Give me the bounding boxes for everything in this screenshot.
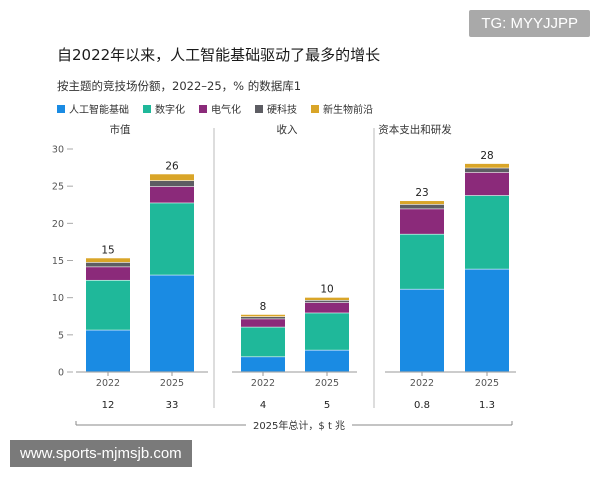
legend-item: 硬科技 bbox=[255, 101, 297, 116]
bar-segment bbox=[86, 262, 130, 267]
footer-value: 0.8 bbox=[414, 400, 430, 411]
bar-segment bbox=[86, 267, 130, 280]
bar-segment bbox=[400, 209, 444, 234]
y-tick-label: 10 bbox=[52, 293, 64, 304]
legend-item: 人工智能基础 bbox=[57, 101, 129, 116]
bar-segment bbox=[86, 258, 130, 263]
bar-segment bbox=[465, 163, 509, 168]
bar-segment bbox=[241, 357, 285, 372]
y-tick-label: 20 bbox=[52, 219, 64, 230]
footer-value: 33 bbox=[166, 400, 179, 411]
legend-label: 人工智能基础 bbox=[69, 105, 129, 116]
footer-label: 2025年总计，$ t 兆 bbox=[253, 419, 345, 432]
bar-segment bbox=[465, 195, 509, 269]
legend-label: 硬科技 bbox=[267, 105, 297, 116]
bar-total-label: 23 bbox=[415, 187, 428, 199]
bar-segment bbox=[305, 297, 349, 301]
bar-total-label: 15 bbox=[101, 244, 114, 256]
x-tick-label: 2022 bbox=[410, 378, 434, 389]
legend-swatch bbox=[311, 104, 319, 113]
bar-total-label: 8 bbox=[260, 301, 267, 313]
bar-segment bbox=[150, 186, 194, 203]
bar-segment bbox=[150, 180, 194, 187]
legend-swatch bbox=[255, 104, 263, 113]
bar-segment bbox=[305, 302, 349, 313]
bar-segment bbox=[150, 174, 194, 181]
panel-title: 收入 bbox=[277, 123, 298, 136]
x-tick-label: 2025 bbox=[160, 378, 184, 389]
bar-total-label: 28 bbox=[480, 150, 493, 162]
chart-subtitle: 按主题的竞技场份额，2022–25，% 的数据库1 bbox=[57, 79, 302, 93]
legend-item: 新生物前沿 bbox=[311, 101, 373, 116]
y-tick-label: 30 bbox=[52, 145, 64, 156]
bar-segment bbox=[465, 269, 509, 372]
legend-label: 新生物前沿 bbox=[323, 105, 373, 116]
bar-segment bbox=[241, 327, 285, 357]
legend-swatch bbox=[57, 104, 65, 113]
bar-segment bbox=[241, 319, 285, 327]
bar-segment bbox=[400, 289, 444, 372]
chart-legend: 人工智能基础 数字化 电气化 硬科技 新生物前沿 bbox=[57, 101, 387, 116]
bar-segment bbox=[86, 280, 130, 330]
footer-value: 1.3 bbox=[479, 400, 495, 411]
bar-segment bbox=[305, 300, 349, 303]
x-tick-label: 2025 bbox=[315, 378, 339, 389]
legend-swatch bbox=[143, 104, 151, 113]
bar-segment bbox=[400, 204, 444, 209]
footer-value: 5 bbox=[324, 400, 330, 411]
bar-total-label: 10 bbox=[320, 284, 333, 296]
bar-segment bbox=[465, 168, 509, 173]
legend-label: 数字化 bbox=[155, 105, 185, 116]
bar-total-label: 26 bbox=[165, 160, 179, 172]
legend-item: 数字化 bbox=[143, 101, 185, 116]
chart-title: 自2022年以来，人工智能基础驱动了最多的增长 bbox=[57, 46, 381, 64]
bar-segment bbox=[150, 203, 194, 275]
x-tick-label: 2022 bbox=[251, 378, 275, 389]
bar-segment bbox=[241, 316, 285, 319]
y-tick-label: 5 bbox=[58, 330, 64, 341]
bar-segment bbox=[241, 314, 285, 317]
corner-badge: TG: MYYJJPP bbox=[469, 10, 590, 37]
legend-item: 电气化 bbox=[199, 101, 241, 116]
bar-segment bbox=[305, 313, 349, 350]
footer-value: 12 bbox=[102, 400, 115, 411]
y-tick-label: 15 bbox=[52, 256, 64, 267]
panel-title: 资本支出和研发 bbox=[378, 123, 452, 136]
url-watermark: www.sports-mjmsjb.com bbox=[10, 440, 192, 467]
panel-title: 市值 bbox=[110, 123, 131, 136]
bar-segment bbox=[86, 330, 130, 372]
legend-swatch bbox=[199, 104, 207, 113]
bar-segment bbox=[400, 201, 444, 205]
bar-segment bbox=[400, 234, 444, 289]
x-tick-label: 2025 bbox=[475, 378, 499, 389]
footer-value: 4 bbox=[260, 400, 266, 411]
x-tick-label: 2022 bbox=[96, 378, 120, 389]
y-tick-label: 25 bbox=[52, 182, 64, 193]
bar-segment bbox=[150, 275, 194, 372]
legend-label: 电气化 bbox=[211, 105, 241, 116]
bar-segment bbox=[465, 172, 509, 196]
y-tick-label: 0 bbox=[58, 368, 64, 379]
bar-segment bbox=[305, 350, 349, 372]
